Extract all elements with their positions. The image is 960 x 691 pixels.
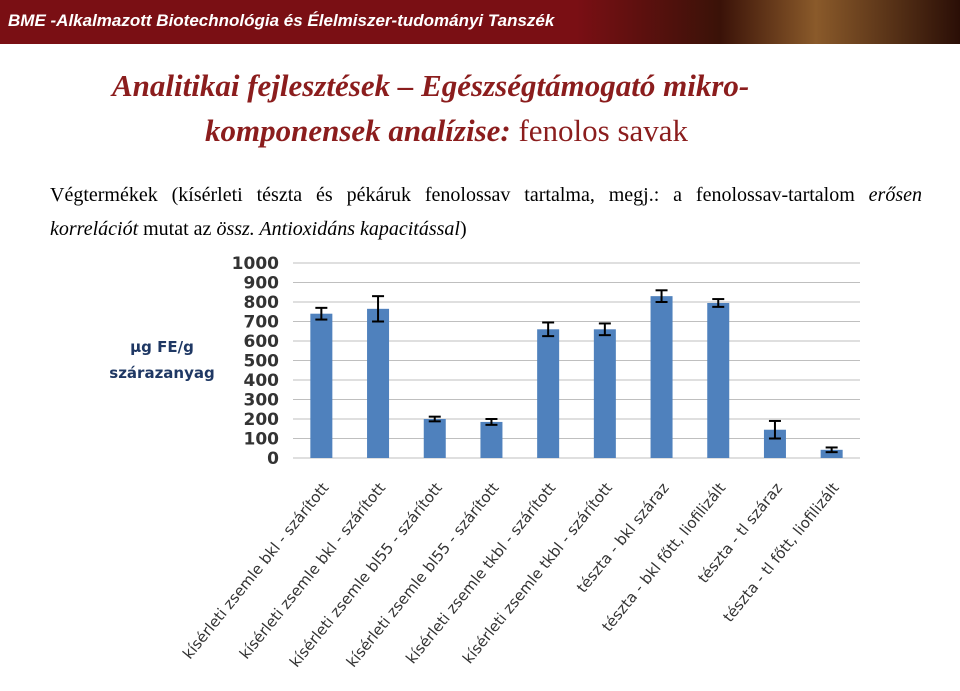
y-label: µg FE/g: [130, 338, 194, 356]
error-bar: [712, 298, 725, 308]
bar: [480, 421, 503, 458]
y-tick-label: 900: [244, 274, 280, 294]
header-text: BME -Alkalmazott Biotechnológia és Élelm…: [8, 11, 555, 30]
text: Végtermékek (kísérleti tészta és pékáruk…: [50, 184, 869, 206]
error-bar: [485, 418, 498, 426]
title-part: fenolos savak: [518, 113, 689, 148]
header-bar: BME -Alkalmazott Biotechnológia és Élelm…: [0, 0, 960, 44]
text: ): [459, 218, 467, 240]
bar: [763, 429, 786, 458]
y-tick-label: 500: [244, 352, 280, 372]
body-text: Végtermékek (kísérleti tészta és pékáruk…: [50, 178, 922, 246]
y-tick-label: 100: [244, 430, 280, 450]
text: össz. Antioxidáns kapacitással: [216, 218, 460, 240]
y-label: szárazanyag: [109, 364, 214, 382]
x-tick-label: tészta - tl főtt, liofilizált: [719, 479, 842, 625]
bar: [820, 449, 843, 458]
title-line: komponensek analízise: fenolos savak: [205, 113, 688, 149]
y-tick-label: 300: [244, 391, 280, 411]
bar: [423, 419, 446, 458]
error-bar: [315, 306, 328, 321]
text: mutat az: [138, 218, 217, 240]
error-bar: [598, 322, 611, 337]
bar: [593, 329, 616, 458]
error-bar: [768, 419, 781, 440]
y-tick-label: 400: [244, 371, 280, 391]
y-tick-label: 600: [244, 332, 280, 352]
error-bar: [825, 446, 838, 454]
title-part: komponensek analízise:: [205, 113, 511, 148]
text: erősen korrelációt: [50, 184, 922, 240]
y-tick-label: 800: [244, 293, 280, 313]
bar: [367, 308, 390, 458]
bar: [537, 329, 560, 458]
bar: [310, 313, 333, 458]
y-tick-label: 0: [267, 449, 279, 469]
bar: [650, 296, 673, 458]
bar: [707, 302, 730, 458]
error-bar: [428, 415, 441, 423]
error-bar: [542, 321, 555, 338]
error-bar: [655, 289, 668, 303]
title-line: Analitikai fejlesztések – Egészségtámoga…: [112, 68, 750, 103]
error-bar: [372, 295, 385, 323]
y-tick-label: 1000: [232, 254, 279, 274]
y-tick-label: 200: [244, 410, 280, 430]
y-tick-label: 700: [244, 313, 280, 333]
